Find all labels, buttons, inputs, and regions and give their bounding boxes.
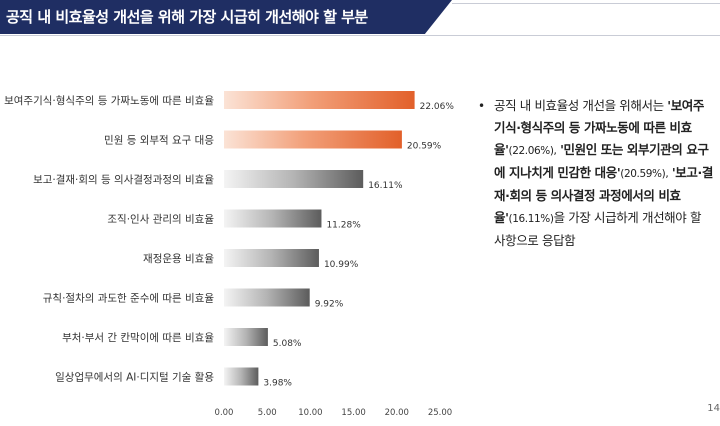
summary-item1-pct: (22.06%), xyxy=(508,145,557,157)
bar xyxy=(224,249,319,267)
bar xyxy=(224,91,415,109)
bar xyxy=(224,288,310,307)
summary-item3: '보고·결재·회의 등 의사결정 과정에서의 비효율' xyxy=(494,165,713,225)
value-label: 22.06% xyxy=(420,102,455,112)
value-label: 20.59% xyxy=(407,142,442,152)
category-label: 보고·결재·회의 등 의사결정과정의 비효율 xyxy=(33,174,214,186)
category-label: 보여주기식·형식주의 등 가짜노동에 따른 비효율 xyxy=(4,95,214,107)
value-label: 5.08% xyxy=(273,339,302,349)
header-divider xyxy=(0,35,720,36)
header-top-line xyxy=(452,3,720,4)
bar-chart: 보여주기식·형식주의 등 가짜노동에 따른 비효율 22.06% 민원 등 외부적 … xyxy=(4,91,455,418)
value-label: 16.11% xyxy=(368,181,403,191)
value-label: 11.28% xyxy=(326,221,361,231)
category-label: 조직·인사 관리의 비효율 xyxy=(107,214,214,226)
category-label: 재정운용 비효율 xyxy=(143,253,214,265)
category-label: 일상업무에서의 AI·디지털 기술 활용 xyxy=(55,371,214,384)
page-title: 공직 내 비효율성 개선을 위해 가장 시급히 개선해야 할 부분 xyxy=(6,8,368,26)
x-tick-label: 15.00 xyxy=(341,408,365,418)
category-label: 민원 등 외부적 요구 대응 xyxy=(104,135,214,147)
summary-outro: 을 가장 시급하게 개선해야 할 사항으로 응답함 xyxy=(494,210,702,248)
header-bar xyxy=(0,0,452,34)
summary-text: • 공직 내 비효율성 개선을 위해서는 '보여주기식·형식주의 등 가짜노동에… xyxy=(478,95,714,252)
bar xyxy=(224,170,364,188)
value-label: 10.99% xyxy=(324,260,359,270)
summary-item3-pct: (16.11%) xyxy=(508,213,554,225)
summary-item1: '보여주기식·형식주의 등 가짜노동에 따른 비효율' xyxy=(494,98,705,157)
category-label: 부처·부서 간 칸막이에 따른 비효율 xyxy=(62,332,214,344)
x-tick-label: 10.00 xyxy=(298,408,322,418)
value-label: 3.98% xyxy=(263,379,292,389)
value-label: 9.92% xyxy=(315,300,344,310)
bar xyxy=(224,209,322,228)
x-tick-label: 25.00 xyxy=(428,408,452,418)
bullet-marker: • xyxy=(478,99,485,113)
bar xyxy=(224,130,402,149)
summary-intro: 공직 내 비효율성 개선을 위해서는 xyxy=(494,98,664,113)
summary-item2-pct: (20.59%), xyxy=(620,168,669,180)
x-tick-label: 5.00 xyxy=(258,408,277,418)
bar xyxy=(224,367,259,386)
x-tick-label: 20.00 xyxy=(385,408,409,418)
summary-item2: '민원인 또는 외부기관의 요구에 지나치게 민감한 대응' xyxy=(494,142,709,180)
bar xyxy=(224,328,268,346)
category-label: 규칙·절차의 과도한 준수에 따른 비효율 xyxy=(43,292,215,305)
x-tick-label: 0.00 xyxy=(215,408,234,418)
page-number: 14 xyxy=(707,403,720,414)
